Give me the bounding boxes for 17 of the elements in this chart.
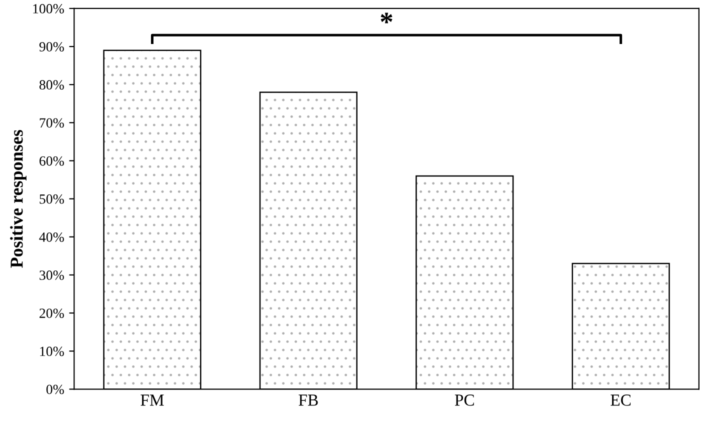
y-tick-label: 70% <box>40 118 64 128</box>
x-tick-label: FM <box>140 394 164 406</box>
y-tick-label: 40% <box>39 232 64 242</box>
y-tick-label: 10% <box>40 346 64 356</box>
annotation: * <box>380 12 392 24</box>
y-tick-label: 90% <box>39 42 64 52</box>
y-tick-label: 50% <box>40 194 64 204</box>
y-axis-title: Positive responses <box>10 130 26 268</box>
x-tick-label: PC <box>454 394 474 406</box>
y-tick-label: 60% <box>40 156 64 166</box>
y-tick-label: 20% <box>40 308 64 318</box>
y-tick-label: 100% <box>33 4 64 14</box>
y-tick-label: 0% <box>46 384 64 394</box>
x-tick-label: FB <box>298 394 318 406</box>
x-tick-label: EC <box>610 394 631 406</box>
y-tick-label: 80% <box>39 80 64 90</box>
y-tick-label: 30% <box>40 270 64 280</box>
